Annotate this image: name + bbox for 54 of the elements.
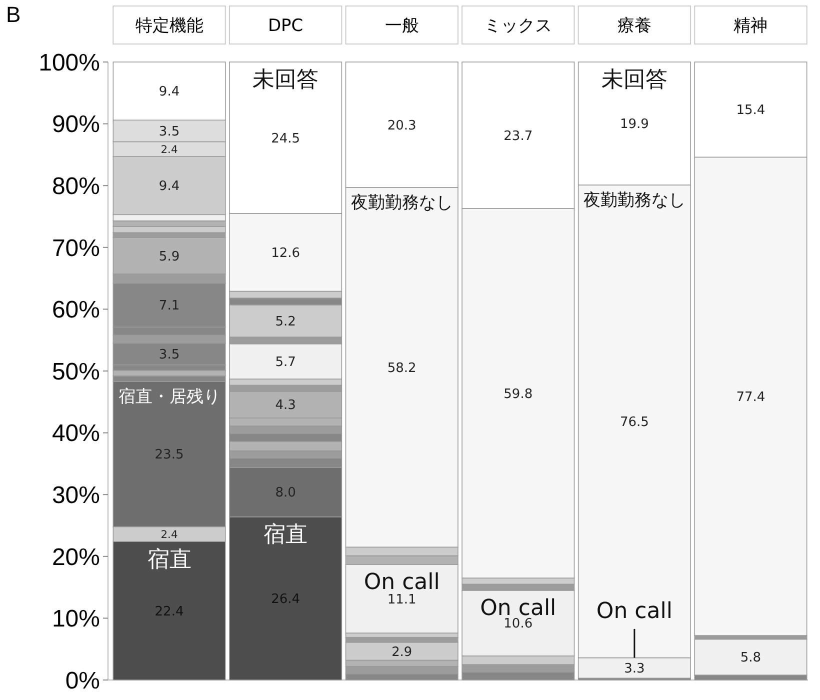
y-tick-label: 90% <box>52 111 100 138</box>
data-label: 23.7 <box>504 128 533 144</box>
x-tick-label: 療養 <box>617 16 652 36</box>
annotation: 夜勤勤務なし <box>350 193 453 214</box>
data-label: 59.8 <box>504 386 533 402</box>
data-label: 19.9 <box>620 117 649 132</box>
y-tick-label: 30% <box>52 482 100 509</box>
data-label: 9.4 <box>158 84 180 100</box>
y-tick-label: 20% <box>52 544 100 571</box>
annotation: 未回答 <box>601 68 668 93</box>
annotation: On call <box>596 598 672 624</box>
data-label: 15.4 <box>736 103 766 118</box>
data-label: 26.4 <box>271 592 300 607</box>
data-label: 3.5 <box>158 348 180 363</box>
data-label: 7.1 <box>158 298 180 314</box>
data-label: 2.9 <box>392 644 412 660</box>
data-label: 77.4 <box>736 390 766 405</box>
data-label: 5.7 <box>275 354 296 370</box>
data-label: 3.5 <box>158 124 180 140</box>
y-tick-label: 50% <box>52 358 100 386</box>
y-tick-label: 70% <box>52 234 100 262</box>
x-tick-label: 精神 <box>734 16 768 36</box>
data-label: 5.9 <box>158 249 180 264</box>
data-label: 22.4 <box>154 604 184 620</box>
data-label: 2.4 <box>160 142 178 156</box>
data-label: 5.8 <box>740 650 762 666</box>
data-label: 4.3 <box>275 398 296 414</box>
x-tick-label: DPC <box>268 16 304 36</box>
x-tick-label: 特定機能 <box>135 16 204 36</box>
data-label: 8.0 <box>275 486 296 501</box>
data-label: 24.5 <box>271 131 300 146</box>
data-label: 76.5 <box>620 414 649 430</box>
data-label: 12.6 <box>271 246 300 261</box>
data-label: 3.3 <box>624 662 645 676</box>
annotation: 宿直・居残り <box>118 387 220 408</box>
annotation: 未回答 <box>252 68 319 93</box>
chart-title: B <box>6 2 21 27</box>
annotation: 宿直 <box>147 547 192 572</box>
y-tick-label: 100% <box>38 49 100 76</box>
data-label: 20.3 <box>387 118 416 134</box>
data-label: 5.2 <box>275 314 296 330</box>
x-tick-label: 一般 <box>384 16 419 36</box>
x-tick-label: ミックス <box>484 16 552 36</box>
y-tick-label: 10% <box>52 606 100 633</box>
data-label: 23.5 <box>154 448 184 463</box>
y-tick-label: 0% <box>65 667 100 694</box>
data-label: 2.4 <box>160 528 178 541</box>
y-tick-label: 60% <box>52 296 100 324</box>
data-label: 9.4 <box>158 179 180 194</box>
annotation: 夜勤勤務なし <box>583 190 686 211</box>
data-label: 58.2 <box>387 360 416 376</box>
y-tick-label: 80% <box>52 173 100 200</box>
y-tick-label: 40% <box>52 420 100 448</box>
annotation: 宿直 <box>264 522 308 548</box>
